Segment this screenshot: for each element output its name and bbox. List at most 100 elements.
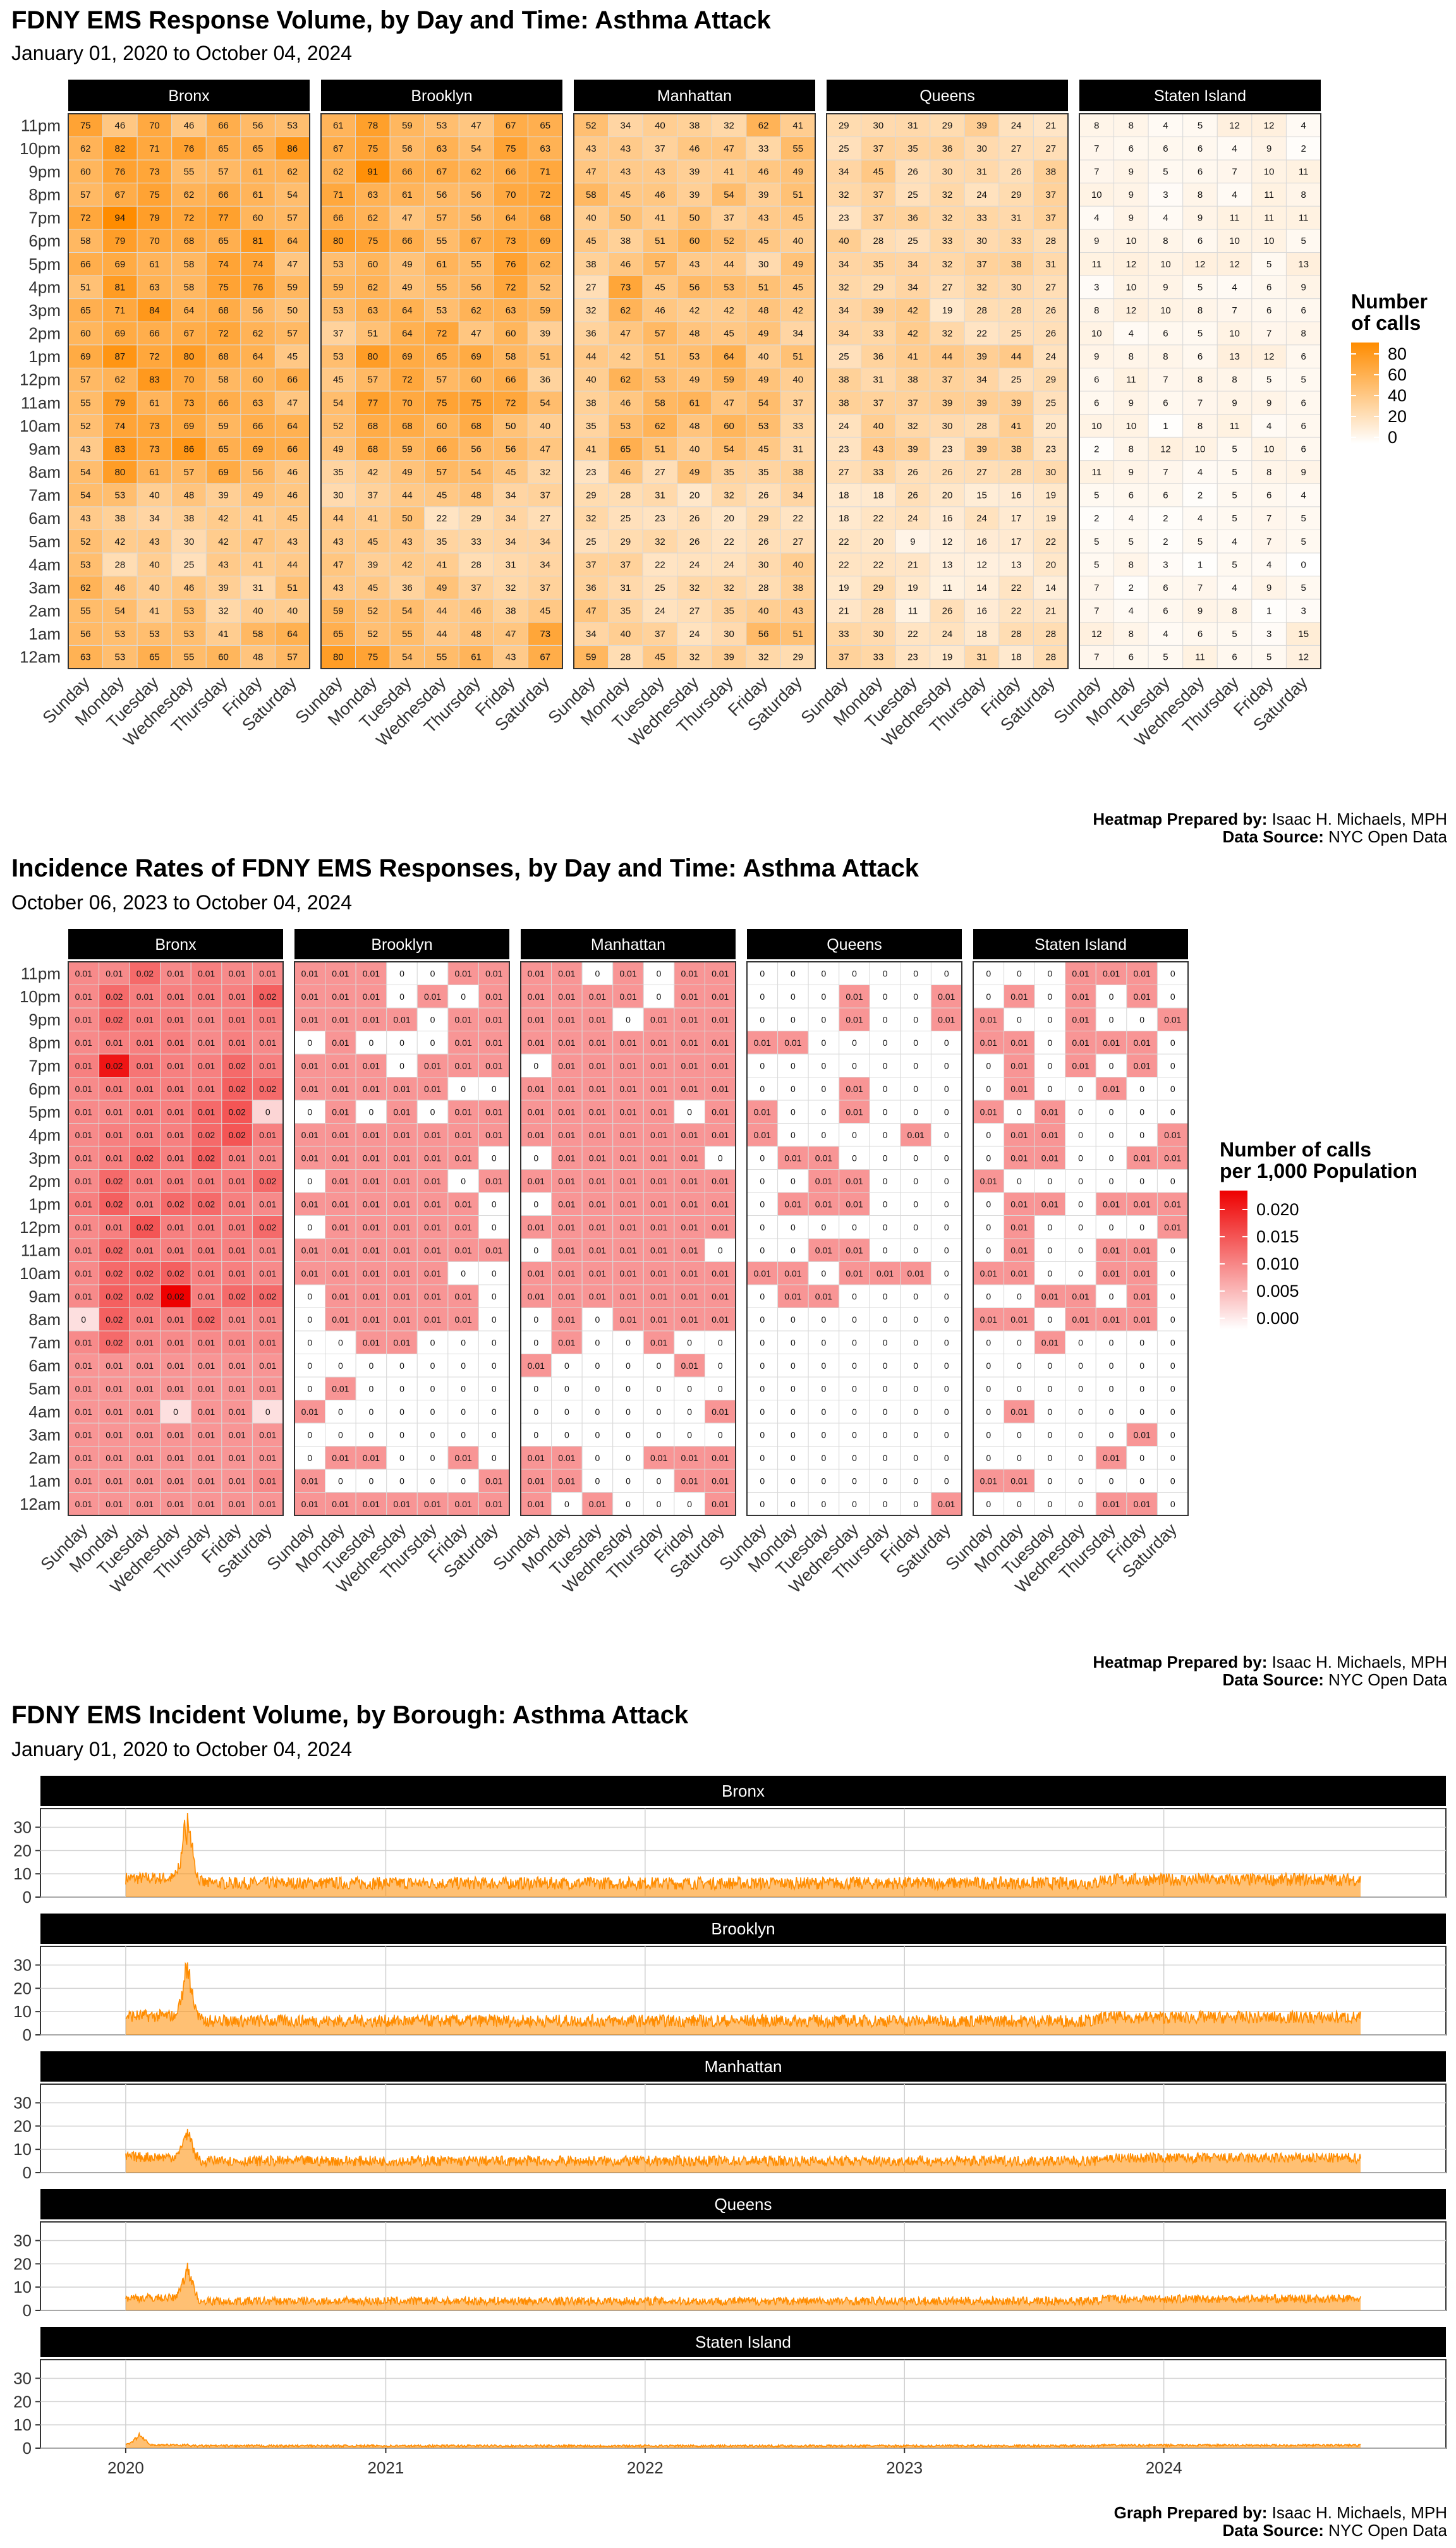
cell-value-label: 0	[852, 1291, 857, 1301]
heatmap-cell	[1004, 1031, 1035, 1055]
panel-border	[294, 961, 510, 1516]
cell-value-label: 60	[724, 421, 734, 432]
cell-value-label: 0.01	[712, 1407, 729, 1417]
cell-value-label: 6	[1301, 305, 1306, 316]
cell-value-label: 6	[1198, 236, 1203, 246]
cell-value-label: 70	[149, 120, 160, 131]
cell-value-label: 58	[184, 282, 195, 293]
cell-value-label: 0.01	[106, 1084, 123, 1094]
heatmap-cell	[1182, 205, 1218, 230]
cell-value-label: 52	[80, 421, 91, 432]
cell-value-label: 58	[80, 236, 91, 246]
heatmap-cell	[447, 1354, 479, 1378]
cell-value-label: 0	[791, 1476, 796, 1486]
heatmap-cell	[573, 136, 609, 161]
y-tick-label: 6pm	[28, 231, 61, 250]
cell-value-label: 75	[368, 236, 379, 246]
heatmap-cell	[581, 1169, 614, 1193]
heatmap-cell	[478, 1307, 510, 1332]
heatmap-cell	[190, 1169, 222, 1193]
heatmap-cell	[416, 1330, 449, 1354]
cell-value-label: 62	[621, 375, 631, 385]
cell-value-label: 1	[1163, 421, 1168, 432]
heatmap-cell	[711, 598, 747, 623]
heatmap-cell	[608, 344, 643, 368]
heatmap-cell	[746, 414, 781, 438]
facet-label: Staten Island	[1154, 87, 1246, 105]
cell-value-label: 25	[655, 583, 665, 593]
heatmap-cell	[68, 645, 104, 669]
cell-value-label: 0	[369, 1038, 374, 1048]
cell-value-label: 34	[540, 537, 550, 547]
heatmap-cell	[447, 1400, 479, 1424]
heatmap-cell	[171, 645, 207, 669]
cell-value-label: 43	[80, 444, 91, 454]
heatmap-cell	[900, 1376, 931, 1400]
cell-value-label: 42	[792, 305, 803, 316]
cell-value-label: 0.01	[712, 1060, 729, 1071]
heatmap-cell	[746, 1123, 779, 1147]
heatmap-cell	[551, 1492, 583, 1516]
cell-value-label: 70	[149, 236, 160, 246]
heatmap-cell	[704, 1400, 736, 1424]
cell-value-label: 0	[492, 1222, 497, 1232]
cell-value-label: 8	[1129, 629, 1134, 640]
heatmap-cell	[447, 1446, 479, 1470]
cell-value-label: 0.01	[1103, 1245, 1120, 1255]
cell-value-label: 0.01	[363, 1291, 380, 1301]
cell-value-label: 0.01	[75, 1014, 92, 1024]
cell-value-label: 56	[758, 629, 769, 640]
cell-value-label: 0.01	[938, 1499, 955, 1509]
heatmap-cell	[1079, 367, 1115, 392]
cell-value-label: 49	[253, 490, 264, 501]
cell-value-label: 0.01	[424, 1268, 441, 1278]
cell-value-label: 0.01	[589, 1060, 606, 1071]
cell-value-label: 0	[461, 1176, 466, 1186]
heatmap-cell	[780, 576, 816, 600]
cell-value-label: 32	[586, 305, 597, 316]
cell-value-label: 0	[1048, 1429, 1053, 1440]
cell-value-label: 0.01	[363, 1268, 380, 1278]
heatmap-cell	[839, 1261, 870, 1285]
heatmap-cell	[861, 229, 896, 253]
cell-value-label: 7	[1163, 375, 1168, 385]
heatmap-cell	[355, 1146, 387, 1170]
cell-value-label: 4	[1163, 120, 1168, 131]
cell-value-label: 6	[1301, 397, 1306, 408]
cell-value-label: 0	[822, 1383, 827, 1393]
cell-value-label: 0	[1170, 1383, 1175, 1393]
heatmap-cell	[998, 344, 1034, 368]
heatmap-cell	[573, 483, 609, 507]
cell-value-label: 0.01	[650, 1337, 667, 1347]
cell-value-label: 0	[533, 1429, 538, 1440]
heatmap-cell	[808, 1169, 840, 1193]
cell-value-label: 0.01	[75, 1429, 92, 1440]
cell-value-label: 66	[80, 259, 91, 270]
cell-value-label: 0.01	[198, 1429, 215, 1440]
cell-value-label: 0.01	[393, 1014, 410, 1024]
heatmap-cell	[573, 506, 609, 531]
heatmap-cell	[527, 344, 563, 368]
heatmap-cell	[527, 460, 563, 484]
cell-value-label: 54	[80, 490, 91, 501]
cell-value-label: 38	[792, 583, 803, 593]
cell-value-label: 63	[80, 652, 91, 663]
heatmap-cell	[527, 205, 563, 230]
heatmap-cell	[389, 622, 425, 646]
cell-value-label: 73	[621, 282, 631, 293]
heatmap-cell	[424, 576, 459, 600]
cell-value-label: 54	[724, 444, 734, 454]
cell-value-label: 0.01	[681, 1476, 698, 1486]
heatmap-cell	[746, 506, 781, 531]
heatmap-cell	[930, 1031, 962, 1055]
cell-value-label: 7	[1094, 143, 1099, 154]
cell-value-label: 0.01	[363, 1060, 380, 1071]
heatmap-cell	[274, 645, 310, 669]
cell-value-label: 0.01	[455, 1060, 472, 1071]
heatmap-cell	[99, 1284, 130, 1308]
cell-value-label: 59	[218, 421, 229, 432]
cell-value-label: 62	[368, 213, 379, 224]
heatmap-cell	[129, 1053, 161, 1077]
heatmap-cell	[102, 552, 138, 577]
